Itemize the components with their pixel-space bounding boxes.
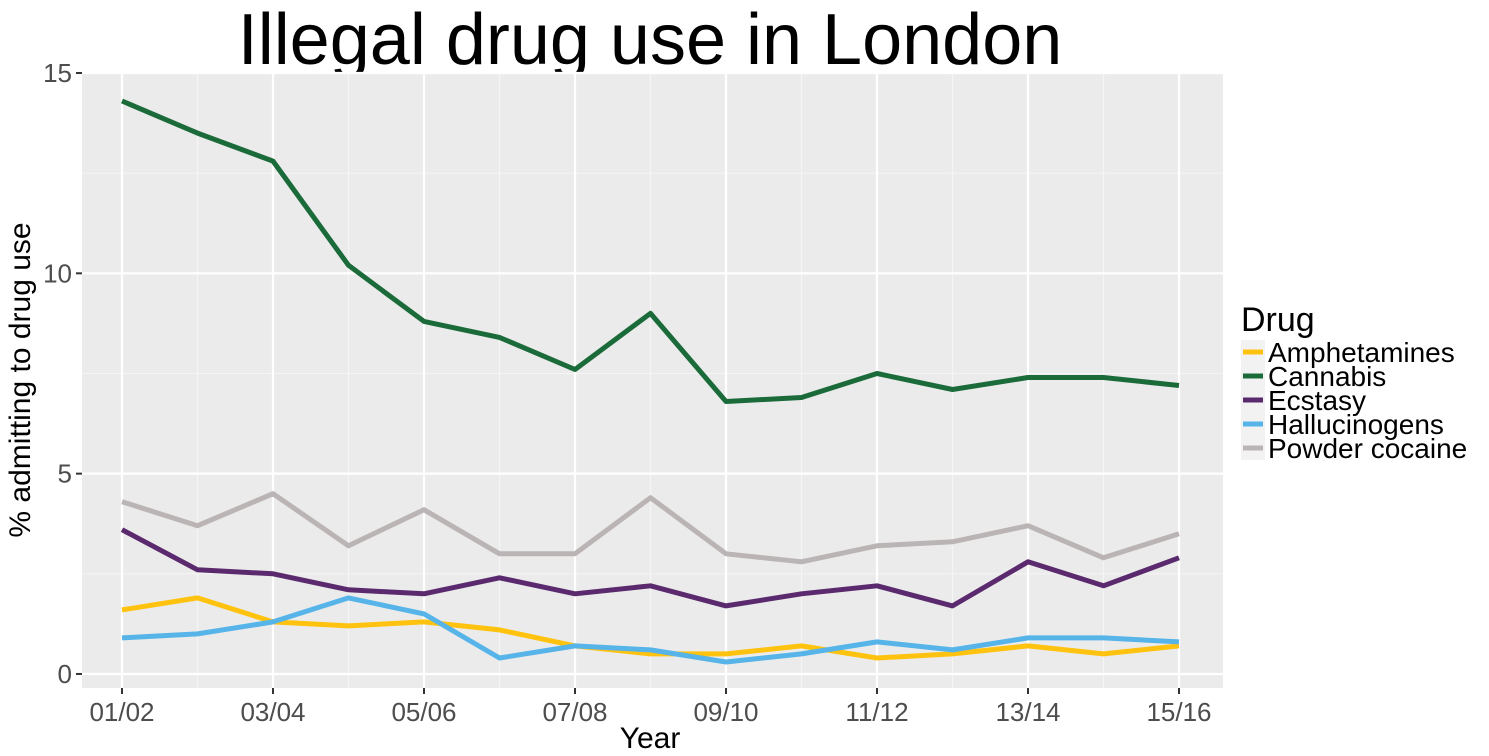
x-tick-label: 15/16 [1146, 697, 1211, 727]
x-tick-label: 01/02 [89, 697, 154, 727]
legend-label: Ecstasy [1268, 385, 1366, 416]
chart-title: Illegal drug use in London [238, 0, 1063, 80]
y-tick-label: 10 [43, 258, 72, 288]
y-axis: 0 5 10 15 [43, 58, 82, 689]
plot-panel [82, 73, 1223, 688]
series-lines [120, 98, 1180, 665]
x-axis-title: Year [620, 722, 681, 755]
legend-title: Drug [1241, 301, 1315, 339]
legend-label: Hallucinogens [1268, 409, 1444, 440]
x-tick-label: 11/12 [845, 697, 908, 727]
y-tick-label: 5 [58, 459, 72, 489]
series-line-powder-cocaine [121, 491, 1180, 565]
series-line-cannabis [121, 98, 1180, 404]
legend-label: Cannabis [1268, 361, 1386, 392]
x-axis: 01/02 03/04 05/06 07/08 09/10 11/12 13/14 15/16 [89, 688, 1212, 727]
x-tick-label: 07/08 [542, 697, 607, 727]
x-tick-label: 05/06 [391, 697, 456, 727]
series-line-amphetamines [121, 595, 1180, 661]
legend-label: Amphetamines [1268, 337, 1455, 368]
major-gridlines [82, 71, 1223, 688]
y-axis-title: % admitting to drug use [4, 222, 37, 537]
legend-label: Powder cocaine [1268, 433, 1467, 464]
series-line-hallucinogens [121, 595, 1180, 665]
x-tick-label: 03/04 [240, 697, 305, 727]
x-tick-label: 13/14 [995, 697, 1060, 727]
y-tick-label: 15 [43, 58, 72, 88]
y-tick-label: 0 [58, 659, 72, 689]
series-line-ecstasy [120, 527, 1180, 609]
x-tick-label: 09/10 [693, 697, 758, 727]
legend: Drug AmphetaminesCannabisEcstasyHallucin… [1241, 301, 1467, 464]
